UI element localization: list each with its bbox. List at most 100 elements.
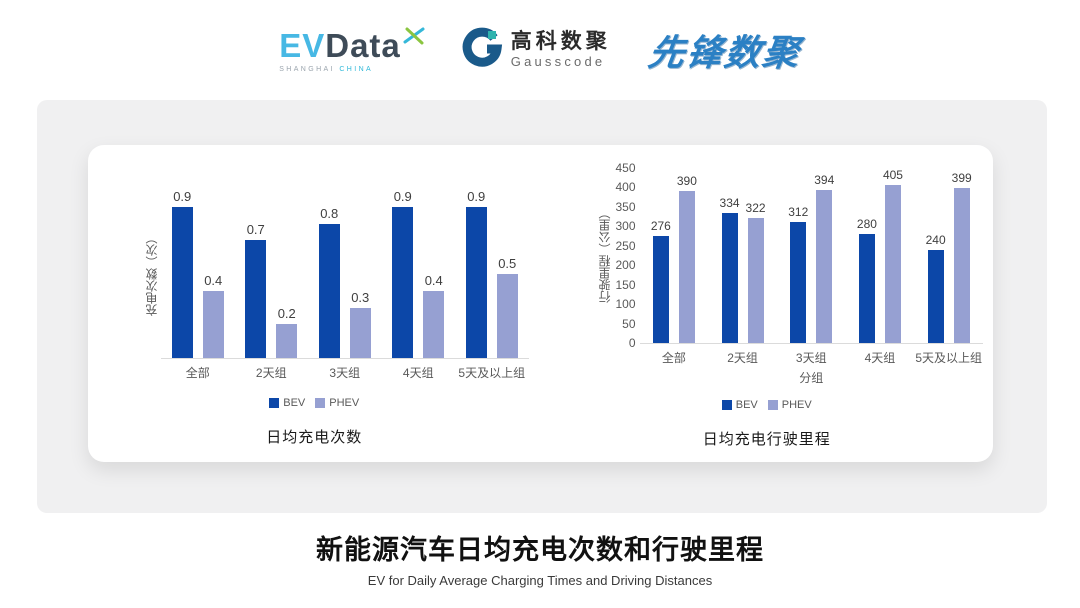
bar-value-label: 399	[951, 171, 972, 185]
x-category-label: 3天组	[329, 366, 361, 380]
legend: BEV PHEV	[88, 397, 541, 409]
legend: BEV PHEV	[541, 399, 994, 411]
bar-group: 276 390	[640, 174, 709, 343]
bar-with-label: 0.4	[202, 273, 224, 358]
bar-value-label: 0.9	[173, 189, 192, 204]
bar-group: 280 405	[846, 168, 915, 343]
bar-value-label: 0.8	[320, 206, 339, 221]
bar-group: 0.9 0.5	[455, 189, 529, 358]
evdata-ev-text: EV	[279, 27, 326, 64]
page-subtitle: EV for Daily Average Charging Times and …	[367, 573, 713, 588]
bar-bev	[392, 207, 414, 358]
y-axis-label: 行驶里程（公里）	[597, 207, 612, 304]
gausscode-en-text: Gausscode	[510, 54, 606, 70]
bar-bev	[465, 207, 487, 358]
gausscode-icon	[461, 27, 503, 74]
bar-with-label: 280	[857, 217, 877, 343]
bar-value-label: 0.3	[351, 290, 370, 305]
x-category-label: 2天组	[727, 351, 758, 365]
bar-phev	[423, 291, 445, 358]
evdata-logo: EV Data SHANGHAI CHINA	[279, 27, 425, 73]
legend-swatch	[315, 398, 326, 408]
bar-value-label: 0.5	[498, 256, 517, 271]
bar-with-label: 312	[788, 205, 808, 343]
bar-with-label: 0.2	[276, 306, 298, 358]
bar-value-label: 405	[882, 168, 903, 182]
bar-bev	[927, 250, 944, 343]
bar-value-label: 0.4	[424, 273, 443, 288]
x-category-label: 4天组	[864, 351, 896, 365]
y-tick-label: 200	[615, 258, 636, 273]
bar-value-label: 394	[814, 173, 835, 187]
y-tick-label: 50	[622, 316, 636, 331]
bar-value-label: 334	[719, 196, 740, 210]
bar-with-label: 240	[926, 233, 946, 343]
x-category-label: 2天组	[255, 366, 287, 380]
pioneer-logo-text: 先锋数聚	[645, 32, 804, 73]
bar-phev	[202, 291, 224, 358]
bar-group: 312 394	[777, 173, 846, 343]
bar-with-label: 276	[651, 219, 671, 343]
x-category-labels: 全部 2天组 3天组 4天组 5天及以上组	[161, 364, 529, 381]
pioneer-logo: 先锋数聚	[645, 24, 804, 76]
bar-value-label: 312	[788, 205, 809, 219]
bar-value-label: 0.4	[204, 273, 223, 288]
bar-bev	[171, 207, 193, 358]
bar-value-label: 390	[676, 174, 697, 188]
x-category-label: 3天组	[795, 351, 827, 365]
footer: 新能源汽车日均充电次数和行驶里程 EV for Daily Average Ch…	[0, 528, 1080, 588]
legend-item-phev: PHEV	[315, 397, 359, 409]
bar-value-label: 0.9	[467, 189, 486, 204]
legend-label: PHEV	[329, 397, 360, 409]
bar-with-label: 0.8	[318, 206, 340, 358]
bar-value-label: 322	[745, 201, 766, 215]
chart-title: 日均充电行驶里程	[702, 431, 831, 448]
bar-value-label: 280	[856, 217, 877, 231]
legend-item-phev: PHEV	[767, 399, 812, 411]
bar-value-label: 276	[650, 219, 671, 233]
chart-daily-charging-times: 充电次数（次） 0.9 0.4 0.7 0.2 0.8 0.3 0.9 0.4 0.9 0.5 全…	[88, 145, 541, 462]
legend-label: BEV	[735, 399, 758, 411]
bar-phev	[884, 185, 901, 343]
bar-phev	[678, 191, 695, 343]
evdata-data-text: Data	[325, 27, 401, 64]
bar-group: 0.9 0.4	[382, 189, 456, 358]
x-axis-line	[639, 343, 983, 344]
bar-with-label: 0.9	[392, 189, 414, 358]
bar-with-label: 0.9	[171, 189, 193, 358]
chart-title: 日均充电次数	[266, 429, 363, 446]
chart-daily-driving-distance: 行驶里程（公里） 0 50 100 150 200 250 300 350 400 450 276…	[541, 145, 994, 462]
x-category-label: 4天组	[402, 366, 434, 380]
bar-with-label: 0.4	[423, 273, 445, 358]
bar-phev	[747, 218, 764, 343]
bar-phev	[276, 324, 298, 358]
bar-bev	[858, 234, 875, 343]
y-tick-label: 0	[628, 336, 636, 350]
y-tick-label: 400	[615, 180, 636, 195]
x-category-label: 5天及以上组	[458, 366, 526, 380]
plot-area: 0.9 0.4 0.7 0.2 0.8 0.3 0.9 0.4 0.9 0.5	[161, 189, 529, 358]
bar-with-label: 322	[746, 201, 766, 343]
logo-bar: EV Data SHANGHAI CHINA	[0, 18, 1080, 82]
x-category-label: 全部	[661, 351, 686, 365]
page-title: 新能源汽车日均充电次数和行驶里程	[316, 535, 764, 565]
x-axis-line	[161, 358, 529, 359]
bar-bev	[790, 222, 807, 343]
chart-card: 充电次数（次） 0.9 0.4 0.7 0.2 0.8 0.3 0.9 0.4 0.9 0.5 全…	[88, 145, 993, 462]
bar-with-label: 0.7	[245, 222, 267, 358]
bar-group: 240 399	[914, 171, 983, 343]
x-category-label: 5天及以上组	[915, 351, 982, 365]
bar-group: 0.9 0.4	[161, 189, 235, 358]
bar-phev	[349, 308, 371, 358]
bar-phev	[496, 274, 518, 358]
bar-value-label: 0.2	[277, 306, 296, 321]
bar-value-label: 0.7	[246, 222, 265, 237]
y-axis-label: 充电次数（次）	[145, 232, 159, 316]
gausscode-cn-text: 高科数聚	[510, 30, 611, 54]
bar-bev	[245, 240, 267, 358]
legend-swatch	[269, 398, 280, 408]
y-tick-label: 250	[615, 238, 636, 253]
bar-value-label: 0.9	[393, 189, 412, 204]
bar-value-label: 240	[925, 233, 946, 247]
